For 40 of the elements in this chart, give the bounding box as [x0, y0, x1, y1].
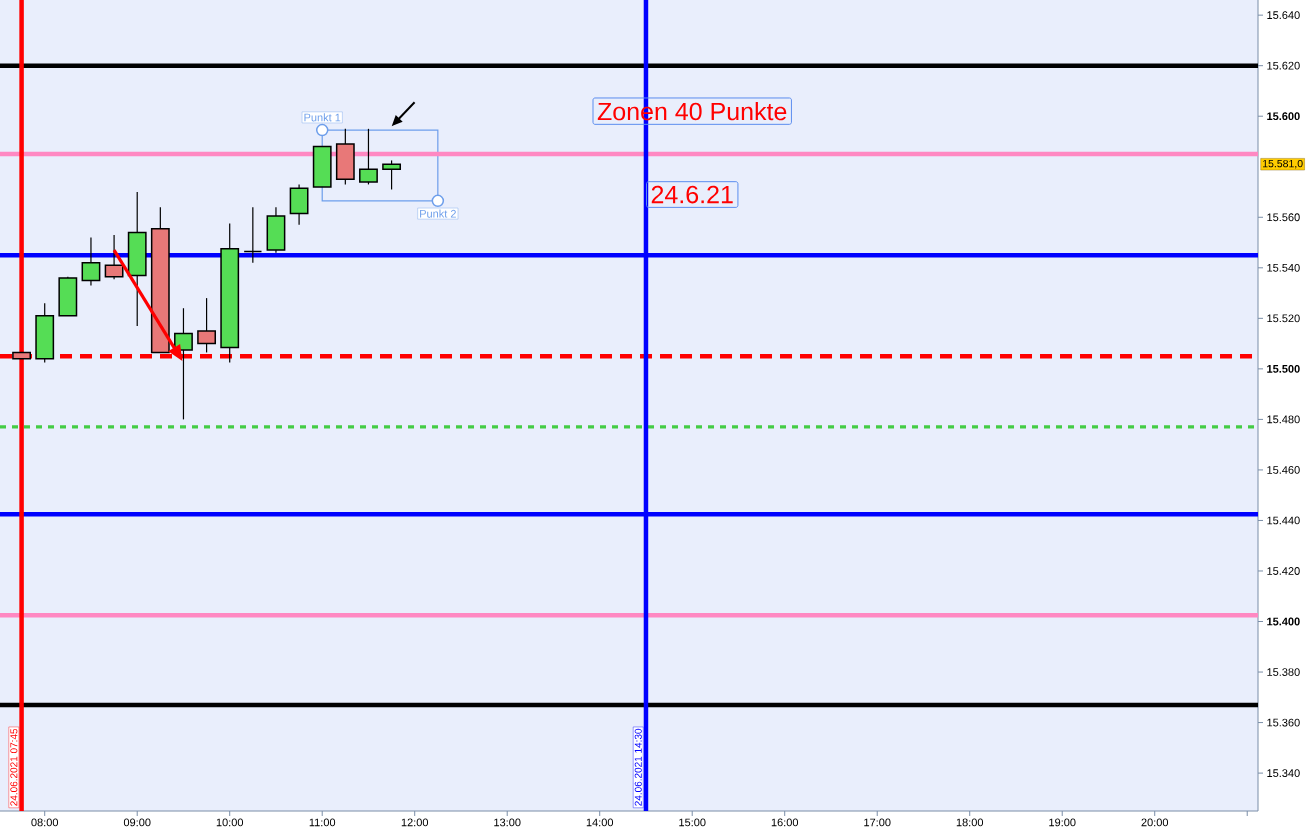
x-tick-label: 15:00 — [679, 818, 706, 827]
y-tick-label: 15.640 — [1267, 11, 1300, 20]
y-tick-label: 15.520 — [1267, 314, 1300, 323]
y-tick-label: 15.500 — [1267, 364, 1300, 373]
candlestick — [359, 128, 378, 186]
candlestick — [382, 159, 402, 191]
x-tick-label: 08:00 — [31, 818, 59, 827]
candlestick — [81, 236, 101, 287]
y-tick-label: 15.340 — [1267, 769, 1300, 777]
text: 15.581,0 — [1263, 159, 1303, 169]
y-tick-label: 15.400 — [1267, 617, 1300, 626]
x-tick-label: 17:00 — [864, 818, 891, 827]
y-tick-label: 15.560 — [1267, 213, 1300, 222]
candlestick — [197, 297, 217, 354]
y-tick-label: 15.460 — [1267, 466, 1300, 474]
annotation: Punkt 2 — [420, 209, 456, 218]
candlestick — [104, 234, 124, 280]
y-tick-label: 15.540 — [1267, 263, 1300, 272]
y-tick-label: 15.420 — [1267, 567, 1300, 575]
x-tick-label: 09:00 — [123, 818, 151, 827]
y-tick-label: 15.620 — [1267, 61, 1300, 70]
annotation: Punkt 1 — [304, 113, 341, 122]
annotation: 24.6.21 — [651, 185, 733, 204]
ref-line-label: 24.06.2021 14:30 — [634, 728, 642, 806]
x-tick-label: 14:00 — [586, 818, 614, 827]
x-tick-label: 13:00 — [494, 818, 521, 827]
y-tick-label: 15.380 — [1267, 668, 1300, 676]
x-tick-label: 10:00 — [216, 818, 244, 827]
x-tick-label: 18:00 — [956, 818, 984, 827]
y-tick-label: 15.480 — [1267, 415, 1300, 424]
x-tick-label: 19:00 — [1049, 818, 1076, 827]
y-tick-label: 15.360 — [1267, 718, 1300, 727]
candlestick — [243, 206, 263, 264]
y-tick-label: 15.440 — [1267, 516, 1300, 525]
x-tick-label: 12:00 — [401, 818, 429, 827]
x-tick-label: 16:00 — [771, 818, 799, 827]
x-tick-label: 11:00 — [309, 818, 336, 827]
y-tick-label: 15.600 — [1267, 112, 1300, 121]
x-tick-label: 20:00 — [1141, 818, 1169, 827]
ref-line-label: 24.06.2021 07:45 — [10, 728, 18, 806]
